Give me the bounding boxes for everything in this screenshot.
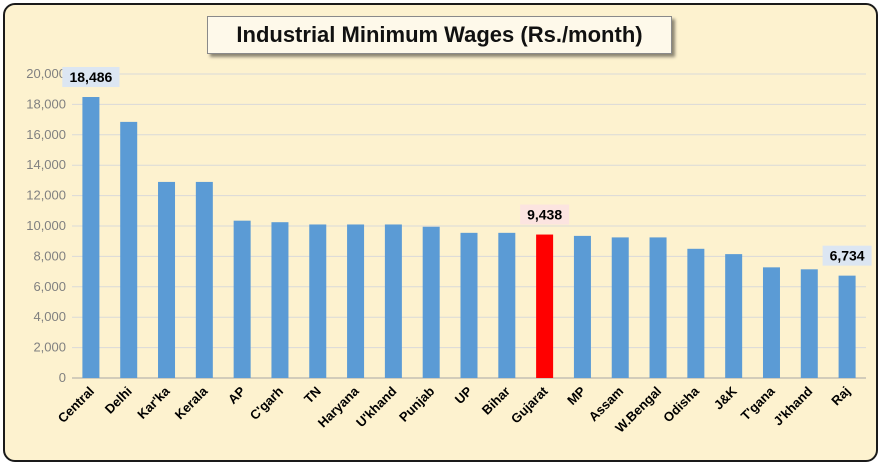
data-label-box (520, 204, 570, 225)
bar (838, 275, 856, 378)
bar (309, 224, 327, 378)
chart-title: Industrial Minimum Wages (Rs./month) (207, 16, 672, 54)
y-tick-label: 16,000 (26, 127, 66, 142)
data-label-box (62, 67, 120, 88)
bar (460, 232, 478, 378)
category-label: Central (55, 384, 97, 426)
category-label: Punjab (396, 383, 437, 424)
category-label: J&K (711, 383, 740, 412)
category-label: J'khand (770, 383, 815, 428)
bar (611, 237, 629, 378)
category-label: U'khand (353, 383, 400, 430)
y-tick-label: 6,000 (33, 279, 66, 294)
bar (725, 254, 743, 378)
category-label: TN (301, 384, 324, 407)
bar (120, 121, 138, 378)
bar (195, 181, 213, 378)
bar (271, 222, 289, 378)
y-tick-label: 18,000 (26, 96, 66, 111)
bar (82, 97, 100, 378)
bar (233, 220, 251, 378)
bar (649, 237, 667, 378)
category-label: Gujarat (508, 383, 551, 426)
category-label: C'garh (247, 383, 286, 422)
category-label: Odisha (660, 383, 702, 425)
y-tick-label: 10,000 (26, 218, 66, 233)
y-tick-label: 0 (59, 370, 66, 385)
bar (158, 181, 176, 378)
data-label: 9,438 (527, 207, 562, 223)
category-label: UP (452, 383, 476, 407)
bar (536, 234, 554, 378)
category-label: Kerala (172, 383, 211, 422)
bar (687, 248, 705, 378)
bar (347, 224, 365, 378)
bar (422, 226, 440, 378)
y-tick-label: 8,000 (33, 248, 66, 263)
data-label: 6,734 (830, 248, 865, 264)
y-tick-label: 4,000 (33, 309, 66, 324)
category-label: Haryana (315, 383, 362, 430)
data-label: 18,486 (69, 69, 112, 85)
bar (498, 232, 516, 378)
category-label: Kar'ka (134, 383, 173, 422)
y-tick-label: 14,000 (26, 157, 66, 172)
bar (800, 269, 818, 378)
category-label: AP (225, 383, 249, 407)
category-label: MP (564, 383, 589, 408)
data-label-box (822, 245, 872, 266)
bar (384, 224, 402, 378)
category-label: Delhi (102, 384, 135, 417)
category-label: Bihar (479, 384, 513, 418)
y-tick-label: 20,000 (26, 66, 66, 81)
chart-frame (3, 3, 878, 462)
y-tick-label: 2,000 (33, 340, 66, 355)
bar (573, 235, 591, 378)
bar (762, 267, 780, 378)
y-tick-label: 12,000 (26, 188, 66, 203)
category-label: Raj (828, 384, 853, 409)
